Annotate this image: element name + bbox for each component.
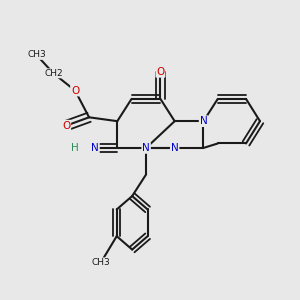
- Text: O: O: [156, 67, 164, 77]
- Text: CH3: CH3: [92, 258, 110, 267]
- Text: CH3: CH3: [27, 50, 46, 59]
- Text: O: O: [62, 121, 70, 130]
- Text: N: N: [91, 143, 99, 153]
- Text: O: O: [71, 85, 79, 96]
- Text: CH2: CH2: [44, 69, 63, 78]
- Text: N: N: [200, 116, 207, 126]
- Text: H: H: [71, 143, 79, 153]
- Text: N: N: [142, 143, 150, 153]
- Text: N: N: [171, 143, 178, 153]
